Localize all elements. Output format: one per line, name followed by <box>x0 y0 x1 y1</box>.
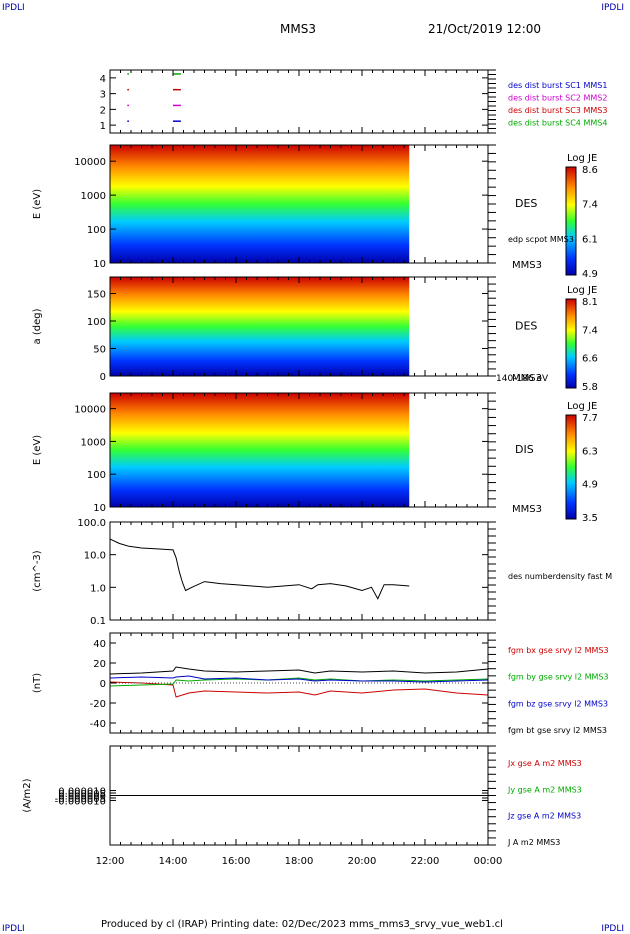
legend-entry: fgm bt gse srvy l2 MMS3 <box>508 726 607 735</box>
y-tick-label: 1 <box>100 121 106 132</box>
y-tick-label: -0.000010 <box>55 796 106 807</box>
legend-entry: des dist burst SC2 MMS2 <box>508 94 607 103</box>
y-tick-label: 10 <box>93 503 106 514</box>
energy-range-label: 140-186 eV <box>496 374 549 384</box>
y-axis-label: (nT) <box>32 673 43 693</box>
y-tick-label: 1000 <box>81 437 106 448</box>
y-axis-label: (A/m2) <box>22 778 33 812</box>
colorbar-tick-label: 7.4 <box>582 325 598 336</box>
spectrogram-dis-energy <box>110 393 410 507</box>
legend-entry: Jy gse A m2 MMS3 <box>507 785 582 794</box>
colorbar-des-pitch <box>565 298 577 389</box>
legend-entry: des dist burst SC3 MMS3 <box>508 106 607 115</box>
colorbar-tick-label: 8.6 <box>582 165 598 176</box>
y-tick-label: 1.0 <box>90 583 106 594</box>
y-tick-label: 1000 <box>81 191 106 202</box>
legend-entry: Jz gse A m2 MMS3 <box>507 812 581 821</box>
series-line-0 <box>109 681 489 698</box>
y-axis-label: (cm^-3) <box>32 550 43 591</box>
legend-entry: fgm bx gse srvy l2 MMS3 <box>508 646 609 655</box>
spacecraft-title: MMS3 <box>280 22 316 36</box>
y-tick-label: 0.000010 <box>58 787 106 798</box>
colorbar-tick-label: 8.1 <box>582 297 598 308</box>
colorbar-title: Log JE <box>567 153 597 164</box>
y-tick-label: 10.0 <box>84 551 106 562</box>
time-tick-label: 16:00 <box>222 856 251 867</box>
y-tick-label: 100 <box>87 470 106 481</box>
datetime-title: 21/Oct/2019 12:00 <box>428 22 542 36</box>
series-line-0 <box>109 538 410 600</box>
y-tick-label: -20 <box>90 699 106 710</box>
instrument-label: DES <box>515 320 537 333</box>
time-tick-label: 00:00 <box>474 856 503 867</box>
colorbar-dis-energy <box>565 414 577 520</box>
colorbar-tick-label: 5.8 <box>582 382 598 393</box>
y-tick-label: 0 <box>100 679 106 690</box>
time-tick-label: 20:00 <box>348 856 377 867</box>
y-tick-label: -0.000005 <box>55 794 106 805</box>
colorbar-title: Log JE <box>567 401 597 412</box>
y-tick-label: 4 <box>100 74 106 85</box>
y-tick-label: 50 <box>93 345 106 356</box>
colorbar-tick-label: 4.9 <box>582 480 598 491</box>
instrument-label: DIS <box>515 443 534 456</box>
time-tick-label: 18:00 <box>285 856 314 867</box>
series-line-2 <box>109 675 489 683</box>
colorbar-tick-label: 7.7 <box>582 413 598 424</box>
spacecraft-label: MMS3 <box>512 373 542 384</box>
corner-label-bottom-left: IPDLI <box>2 924 25 934</box>
corner-label-bottom-right: IPDLI <box>601 924 624 934</box>
colorbar-tick-label: 6.3 <box>582 446 598 457</box>
footer-credits: Produced by cl (IRAP) Printing date: 02/… <box>101 919 503 930</box>
spacecraft-label: MMS3 <box>512 260 542 271</box>
time-tick-label: 14:00 <box>159 856 188 867</box>
colorbar-tick-label: 6.6 <box>582 354 598 365</box>
y-tick-label: 0.000005 <box>58 789 106 800</box>
y-tick-label: 0 <box>100 372 106 383</box>
corner-label-top-left: IPDLI <box>2 3 25 13</box>
y-tick-label: 150 <box>87 290 106 301</box>
y-tick-label: 2 <box>100 105 106 116</box>
colorbar-des-energy <box>565 166 577 276</box>
legend-entry: J A m2 MMS3 <box>507 838 560 847</box>
colorbar-tick-label: 4.9 <box>582 269 598 280</box>
y-tick-label: 100.0 <box>77 518 106 529</box>
y-tick-label: -40 <box>90 719 106 730</box>
y-tick-label: 0.000000 <box>58 792 106 803</box>
spectrogram-des-pitch <box>110 277 410 376</box>
y-axis-label: E (eV) <box>32 435 43 465</box>
colorbar-tick-label: 3.5 <box>582 513 598 524</box>
legend-entry: fgm by gse srvy l2 MMS3 <box>508 673 609 682</box>
legend-entry: des numberdensity fast M <box>508 572 612 581</box>
y-tick-label: 10000 <box>74 157 106 168</box>
y-axis-label: E (eV) <box>32 189 43 219</box>
colorbar-tick-label: 7.4 <box>582 200 598 211</box>
colorbar-title: Log JE <box>567 285 597 296</box>
spacecraft-label: MMS3 <box>512 504 542 515</box>
legend-entry: fgm bz gse srvy l2 MMS3 <box>508 699 608 708</box>
y-tick-label: 10000 <box>74 405 106 416</box>
corner-label-top-right: IPDLI <box>601 3 624 13</box>
legend-entry: Jx gse A m2 MMS3 <box>507 759 582 768</box>
time-tick-label: 22:00 <box>411 856 440 867</box>
series-line-3 <box>109 666 489 675</box>
y-tick-label: 40 <box>93 639 106 650</box>
y-tick-label: 100 <box>87 317 106 328</box>
overlay-label: edp scpot MMS3 <box>508 235 574 244</box>
spectrogram-des-energy <box>110 145 410 263</box>
panel-frame-0 <box>109 69 489 134</box>
y-tick-label: 100 <box>87 225 106 236</box>
y-tick-label: 20 <box>93 659 106 670</box>
y-axis-label: a (deg) <box>32 308 43 344</box>
y-tick-label: 0.1 <box>90 616 106 627</box>
legend-entry: des dist burst SC1 MMS1 <box>508 81 607 90</box>
time-tick-label: 12:00 <box>96 856 125 867</box>
colorbar-tick-label: 6.1 <box>582 234 598 245</box>
y-tick-label: 10 <box>93 259 106 270</box>
instrument-label: DES <box>515 197 537 210</box>
legend-entry: des dist burst SC4 MMS4 <box>508 119 607 128</box>
panel-frame-4 <box>109 521 489 621</box>
y-tick-label: 3 <box>100 90 106 101</box>
